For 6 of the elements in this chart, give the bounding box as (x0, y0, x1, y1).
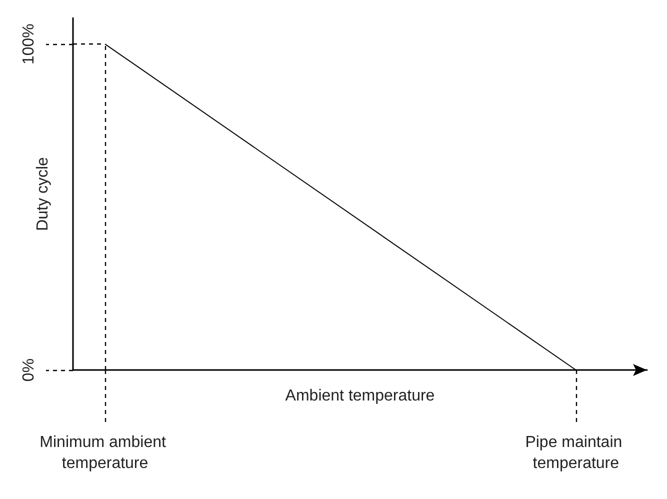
x-axis-title: Ambient temperature (285, 388, 435, 404)
y-tick-label: 100% (20, 24, 38, 65)
y-tick-label: 0% (20, 358, 38, 382)
x-tick-label: Minimum ambient temperature (40, 434, 170, 472)
y-axis-title: Duty cycle (34, 157, 52, 231)
x-tick-label: Pipe maintain temperature (525, 434, 627, 472)
